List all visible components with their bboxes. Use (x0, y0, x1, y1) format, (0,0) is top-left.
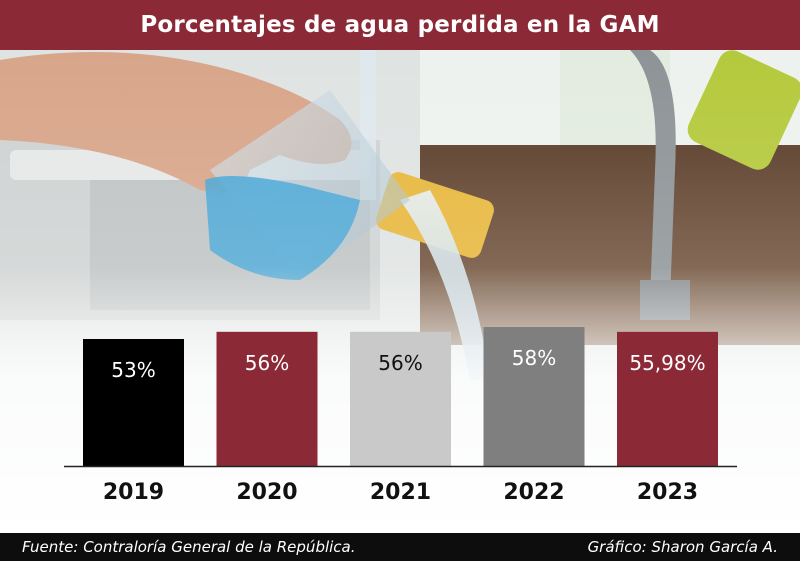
data-label-2020: 56% (245, 351, 289, 375)
x-tick-label-2022: 2022 (503, 480, 564, 505)
data-label-2019: 53% (111, 358, 155, 382)
bar-2019 (83, 339, 184, 466)
credit-note: Gráfico: Sharon García A. (587, 538, 778, 556)
bar-2023 (617, 331, 718, 466)
data-label-2022: 58% (512, 346, 556, 370)
x-tick-label-2023: 2023 (637, 480, 698, 505)
source-note: Fuente: Contraloría General de la Repúbl… (22, 538, 356, 556)
bar-2022 (483, 327, 585, 466)
bar-2020 (216, 331, 318, 466)
bar-chart: 53% 2019 56% 2020 56% 2021 58% 2022 55,98% 2023 (64, 327, 737, 505)
background-photo-water-glass (0, 50, 800, 533)
x-tick-label-2021: 2021 (370, 480, 431, 505)
data-label-2021: 56% (378, 351, 422, 375)
bar-2021 (350, 331, 451, 466)
footer-bar: Fuente: Contraloría General de la Repúbl… (0, 533, 800, 561)
chart-title: Porcentajes de agua perdida en la GAM (0, 0, 800, 50)
x-tick-label-2019: 2019 (103, 480, 164, 505)
data-label-2023: 55,98% (629, 351, 705, 375)
x-tick-label-2020: 2020 (236, 480, 297, 505)
